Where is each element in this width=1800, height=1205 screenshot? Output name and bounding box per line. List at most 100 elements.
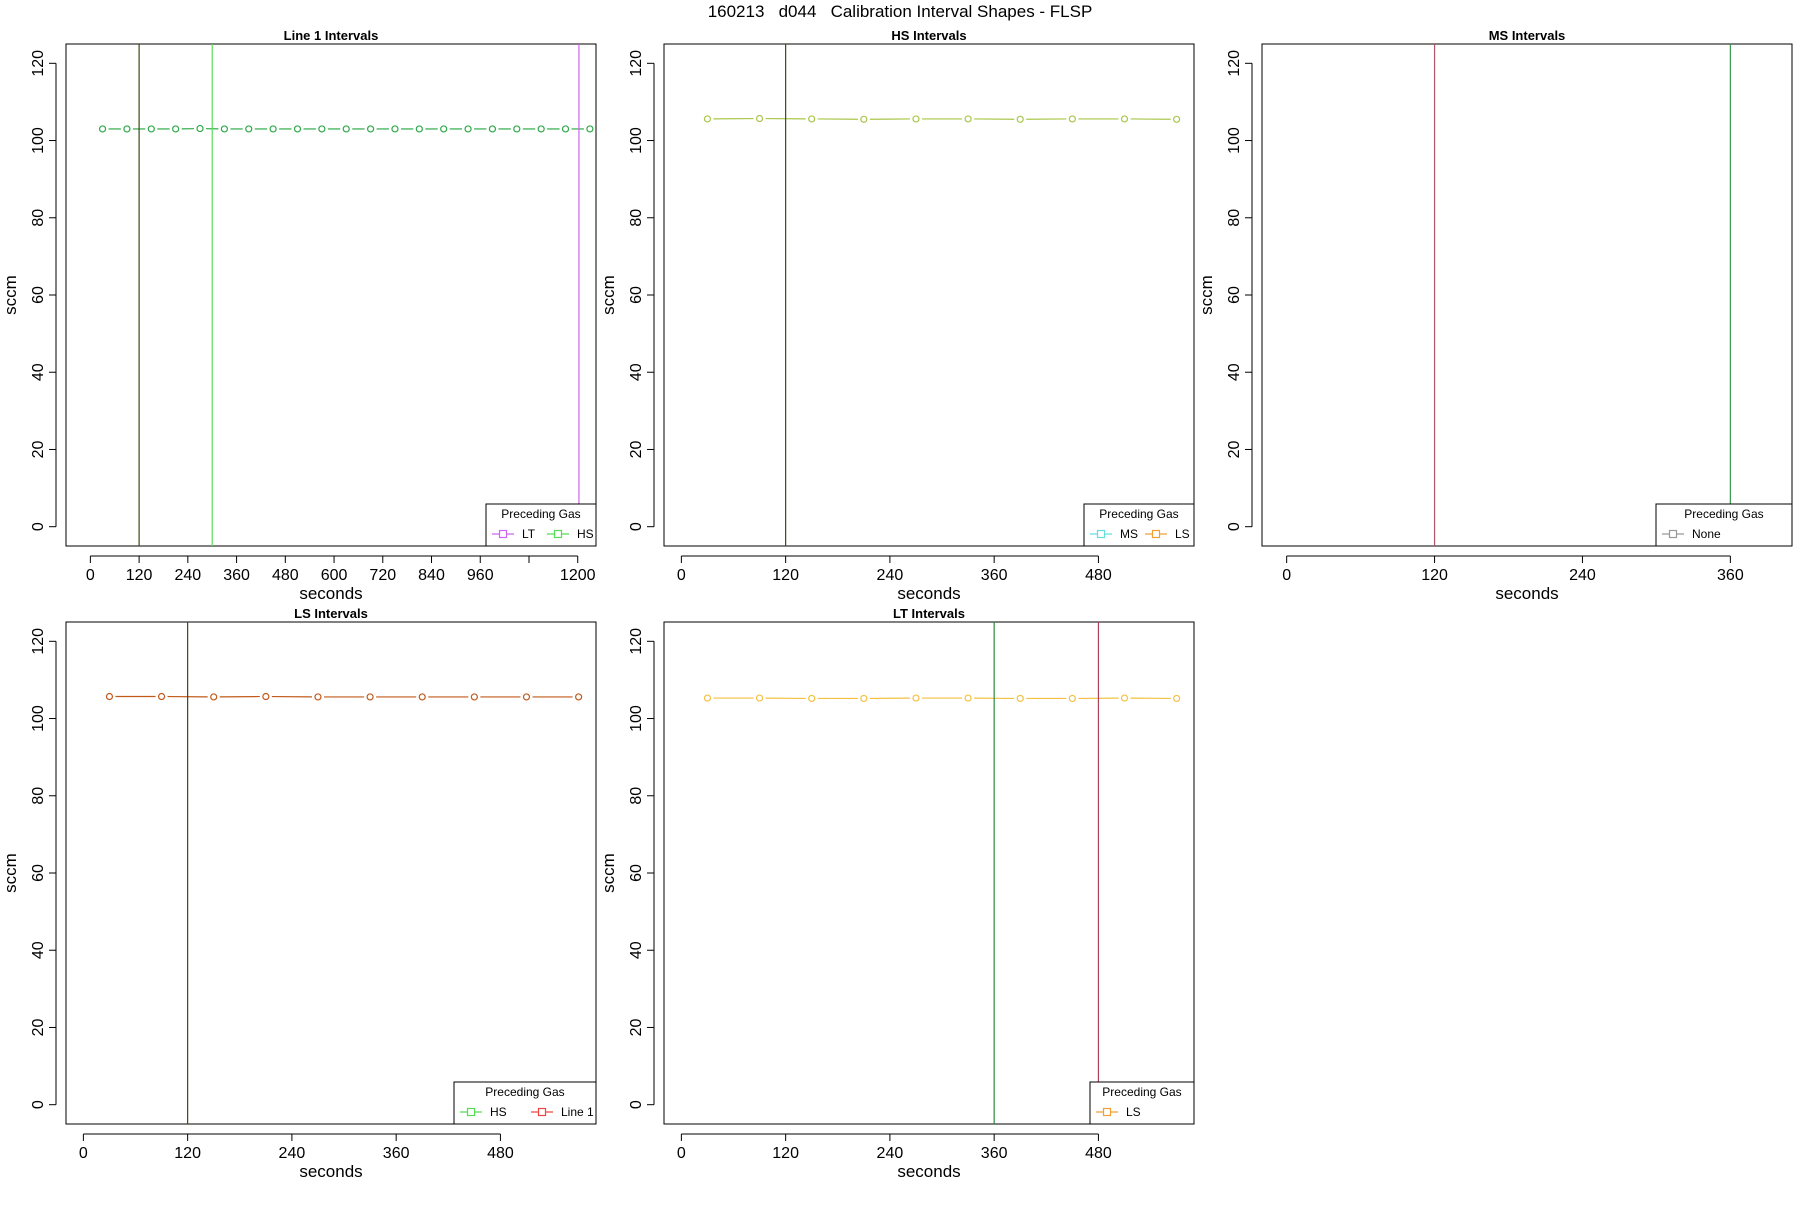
data-point <box>809 695 815 701</box>
y-tick-label: 20 <box>30 1018 47 1036</box>
y-axis-label: sccm <box>1197 275 1216 315</box>
x-tick-label: 0 <box>1282 567 1291 584</box>
y-tick-label: 120 <box>1226 50 1243 77</box>
x-tick-label: 0 <box>79 1145 88 1162</box>
data-point <box>263 694 269 700</box>
y-tick-label: 100 <box>1226 127 1243 154</box>
y-tick-label: 0 <box>30 522 47 531</box>
x-axis-label: seconds <box>299 1162 362 1181</box>
legend-entry-label: HS <box>490 1105 507 1119</box>
data-point <box>514 126 520 132</box>
y-tick-label: 0 <box>628 1100 645 1109</box>
data-point <box>563 126 569 132</box>
y-axis-label: sccm <box>599 275 618 315</box>
data-point <box>1121 695 1127 701</box>
x-tick-label: 360 <box>223 567 250 584</box>
y-axis-label: sccm <box>599 853 618 893</box>
x-tick-label: 240 <box>174 567 201 584</box>
data-point <box>809 116 815 122</box>
data-point <box>965 695 971 701</box>
x-tick-label: 480 <box>487 1145 514 1162</box>
x-tick-label: 600 <box>321 567 348 584</box>
legend-swatch-marker <box>468 1109 475 1116</box>
y-tick-label: 60 <box>628 286 645 304</box>
x-tick-label: 240 <box>1569 567 1596 584</box>
legend-swatch-marker <box>1153 531 1160 538</box>
y-tick-label: 60 <box>30 286 47 304</box>
legend-swatch-marker <box>555 531 562 538</box>
y-tick-label: 20 <box>1226 440 1243 458</box>
x-tick-label: 480 <box>272 567 299 584</box>
legend-title: Preceding Gas <box>485 1085 564 1099</box>
data-point <box>704 695 710 701</box>
data-point <box>1017 695 1023 701</box>
legend-entry-label: Line 1 <box>561 1105 594 1119</box>
chart-title: LT Intervals <box>893 606 965 621</box>
x-tick-label: 120 <box>772 1145 799 1162</box>
x-tick-label: 240 <box>877 1145 904 1162</box>
data-point <box>315 694 321 700</box>
x-tick-label: 360 <box>981 567 1008 584</box>
legend-swatch-marker <box>539 1109 546 1116</box>
x-tick-label: 120 <box>174 1145 201 1162</box>
plot-frame <box>664 622 1194 1124</box>
y-tick-label: 120 <box>628 628 645 655</box>
data-point <box>523 694 529 700</box>
data-point <box>159 694 165 700</box>
x-tick-label: 0 <box>677 567 686 584</box>
y-axis-label: sccm <box>1 853 20 893</box>
data-point <box>471 694 477 700</box>
y-tick-label: 100 <box>30 705 47 732</box>
legend-entry-label: LS <box>1175 527 1190 541</box>
legend-entry-label: HS <box>577 527 594 541</box>
data-point <box>392 126 398 132</box>
x-tick-label: 720 <box>369 567 396 584</box>
y-tick-label: 60 <box>1226 286 1243 304</box>
legend: Preceding Gas LT HS <box>486 504 596 546</box>
y-tick-label: 80 <box>30 209 47 227</box>
data-point <box>319 126 325 132</box>
data-point <box>576 694 582 700</box>
y-tick-label: 100 <box>628 705 645 732</box>
data-point <box>861 116 867 122</box>
legend-entry-label: MS <box>1120 527 1138 541</box>
data-point <box>1069 695 1075 701</box>
data-point <box>416 126 422 132</box>
data-point <box>861 695 867 701</box>
data-point <box>367 694 373 700</box>
plot-frame <box>1262 44 1792 546</box>
legend-entry-label: LT <box>522 527 536 541</box>
y-tick-label: 120 <box>628 50 645 77</box>
data-point <box>419 694 425 700</box>
data-point <box>587 126 593 132</box>
data-point <box>294 126 300 132</box>
x-tick-label: 240 <box>279 1145 306 1162</box>
legend-title: Preceding Gas <box>1099 507 1178 521</box>
x-tick-label: 240 <box>877 567 904 584</box>
data-point <box>106 694 112 700</box>
data-point <box>124 126 130 132</box>
y-tick-label: 40 <box>628 941 645 959</box>
legend-title: Preceding Gas <box>1102 1085 1181 1099</box>
y-tick-label: 20 <box>30 440 47 458</box>
y-tick-label: 100 <box>628 127 645 154</box>
legend-title: Preceding Gas <box>501 507 580 521</box>
data-point <box>1017 116 1023 122</box>
chart-title: LS Intervals <box>294 606 368 621</box>
data-point <box>1121 116 1127 122</box>
data-point <box>965 116 971 122</box>
data-point <box>368 126 374 132</box>
x-tick-label: 0 <box>86 567 95 584</box>
x-axis-label: seconds <box>897 584 960 603</box>
x-tick-label: 360 <box>383 1145 410 1162</box>
x-axis-label: seconds <box>1495 584 1558 603</box>
x-axis-label: seconds <box>299 584 362 603</box>
data-point <box>913 695 919 701</box>
chart-title: Line 1 Intervals <box>284 28 379 43</box>
